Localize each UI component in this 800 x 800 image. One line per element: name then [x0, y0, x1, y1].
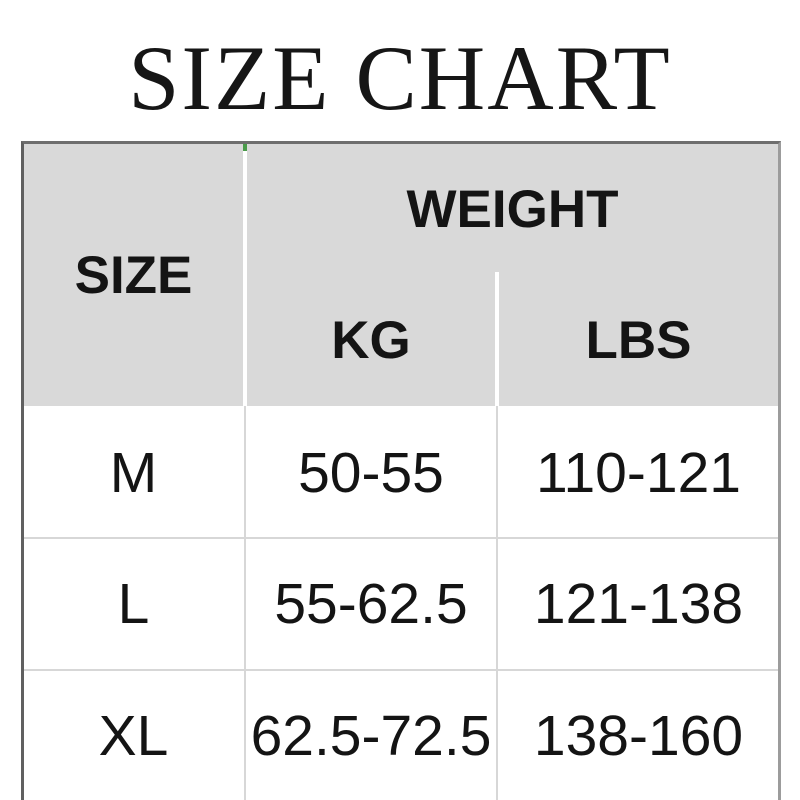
- table-row-m-kg: 50-55: [298, 440, 444, 505]
- body-grid-horizontal-1: [24, 537, 778, 539]
- table-row-xl-kg: 62.5-72.5: [250, 703, 492, 768]
- green-pixel-artifact: [243, 144, 247, 151]
- header-cell-kg: KG: [331, 311, 411, 370]
- header-cell-lbs: LBS: [585, 311, 692, 370]
- header-divider-size-weight: [243, 144, 247, 406]
- size-chart-table: SIZE WEIGHT KG LBS M 50-55 110-121 L 55-…: [21, 141, 781, 800]
- table-row-l-kg: 55-62.5: [274, 572, 468, 636]
- body-grid-vertical-1: [244, 406, 246, 800]
- header-cell-size: SIZE: [74, 245, 193, 305]
- header-divider-kg-lbs: [495, 272, 499, 406]
- table-row-xl-size: XL: [98, 703, 169, 768]
- header-cell-weight: WEIGHT: [406, 180, 619, 239]
- page-title: SIZE CHART: [128, 27, 672, 129]
- table-row-xl-lbs: 138-160: [533, 703, 744, 768]
- table-row-m-size: M: [109, 440, 158, 505]
- body-grid-horizontal-2: [24, 669, 778, 671]
- table-row-l-size: L: [117, 572, 150, 636]
- table-row-l-lbs: 121-138: [533, 572, 744, 636]
- table-header-background: [24, 144, 778, 406]
- body-grid-vertical-2: [496, 406, 498, 800]
- table-row-m-lbs: 110-121: [536, 440, 741, 505]
